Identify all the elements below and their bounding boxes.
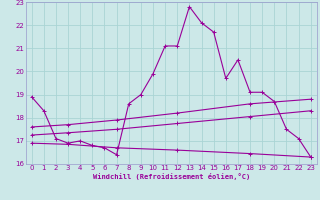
X-axis label: Windchill (Refroidissement éolien,°C): Windchill (Refroidissement éolien,°C) xyxy=(92,173,250,180)
